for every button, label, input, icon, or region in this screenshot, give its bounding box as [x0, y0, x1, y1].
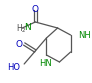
Text: N: N [24, 23, 31, 32]
Text: HN: HN [39, 59, 52, 67]
Text: H: H [17, 23, 22, 33]
Text: HO: HO [7, 62, 20, 71]
Text: 2: 2 [22, 28, 25, 33]
Text: O: O [15, 40, 22, 48]
Text: O: O [32, 4, 39, 14]
Text: NH: NH [78, 30, 91, 40]
